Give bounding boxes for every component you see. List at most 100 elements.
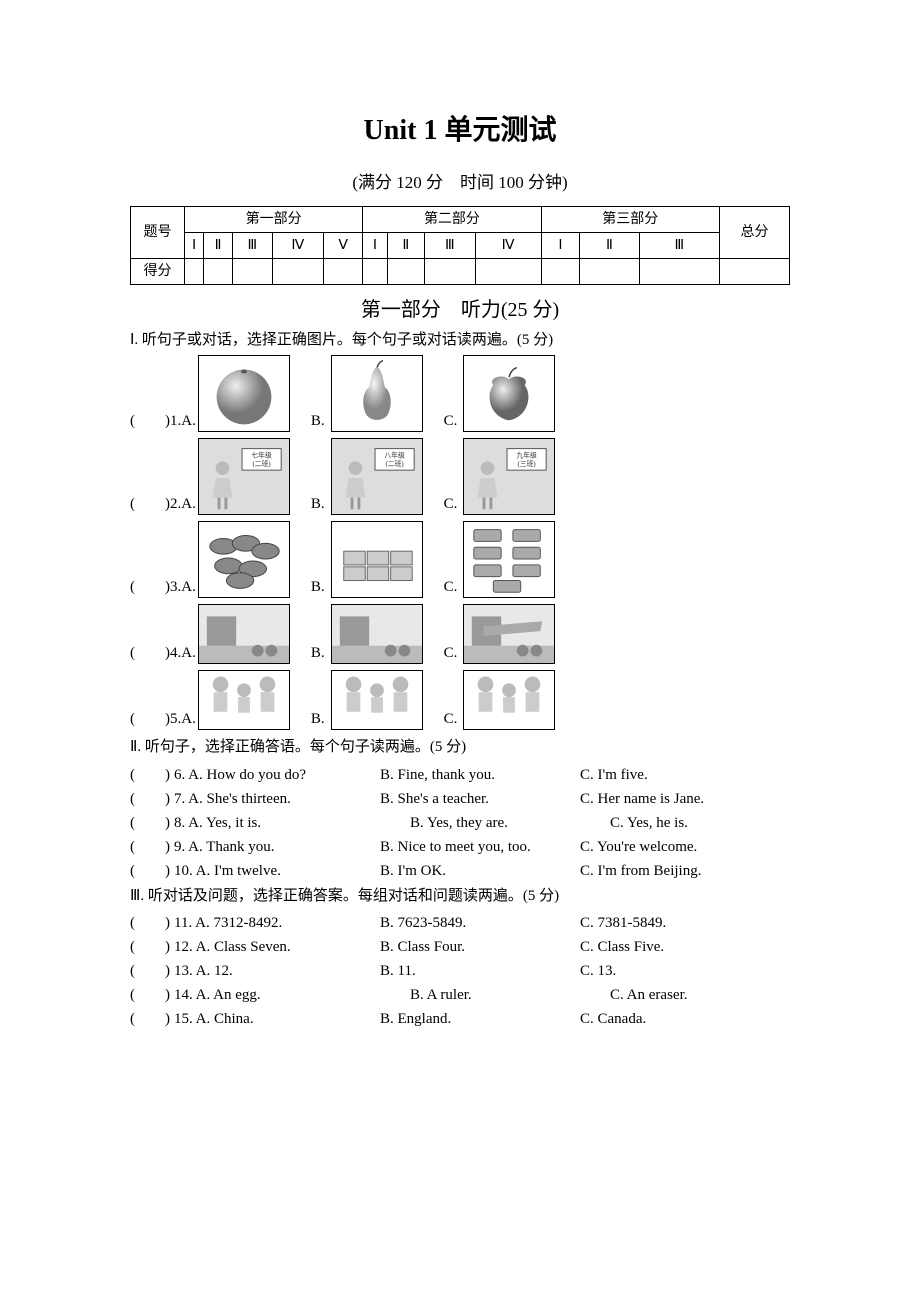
answer-blank[interactable]: ( ) [130,493,170,516]
label-C: C. [429,708,458,731]
label-B: B. [296,493,325,516]
answer-blank[interactable]: ( ) [130,787,174,811]
cell-part1: 第一部分 [185,206,363,232]
answer-blank[interactable]: ( ) [130,935,174,959]
score-blank[interactable] [541,258,580,284]
question-line: ( )9. A. Thank you.B. Nice to meet you, … [130,835,790,859]
option-B: B. I'm OK. [380,859,580,883]
question-line: ( )6. A. How do you do?B. Fine, thank yo… [130,763,790,787]
question-line: ( )8. A. Yes, it is. B. Yes, they are. C… [130,811,790,835]
score-blank[interactable] [720,258,790,284]
score-blank[interactable] [204,258,233,284]
section2-heading: Ⅱ. 听句子，选择正确答语。每个句子读两遍。(5 分) [130,736,790,759]
cell-p2-2: Ⅱ [387,232,424,258]
answer-blank[interactable]: ( ) [130,1007,174,1031]
question-line: ( )7. A. She's thirteen.B. She's a teach… [130,787,790,811]
svg-text:(二班): (二班) [385,459,403,468]
option-B: B. 11. [380,959,580,983]
cell-p1-2: Ⅱ [204,232,233,258]
option-A: 11. A. 7312-8492. [174,911,380,935]
score-blank[interactable] [639,258,719,284]
option-B: B. Fine, thank you. [380,763,580,787]
cell-p2-3: Ⅲ [425,232,475,258]
option-A: 15. A. China. [174,1007,380,1031]
school-scene-icon [198,604,290,664]
option-A: 14. A. An egg. [174,983,380,1007]
cars-pile-icon [198,521,290,598]
question-line: ( )12. A. Class Seven.B. Class Four.C. C… [130,935,790,959]
score-blank[interactable] [475,258,541,284]
pear-fruit-icon [331,355,423,432]
option-B: B. Yes, they are. [380,811,580,835]
cell-p1-5: Ⅴ [324,232,363,258]
street-scene-icon [331,604,423,664]
answer-blank[interactable]: ( ) [130,410,170,433]
label-C: C. [429,493,458,516]
question-line: ( )13. A. 12.B. 11.C. 13. [130,959,790,983]
label-B: B. [296,708,325,731]
answer-blank[interactable]: ( ) [130,708,170,731]
score-blank[interactable] [185,258,204,284]
image-question-row: ( )1.A. B. C. [130,355,790,432]
answer-blank[interactable]: ( ) [130,859,174,883]
label-B: B. [296,642,325,665]
score-blank[interactable] [387,258,424,284]
option-B: B. Nice to meet you, too. [380,835,580,859]
answer-blank[interactable]: ( ) [130,811,174,835]
cell-p1-1: Ⅰ [185,232,204,258]
cell-p3-1: Ⅰ [541,232,580,258]
grade9-class3-icon: 九年级(三班) [463,438,555,515]
answer-blank[interactable]: ( ) [130,642,170,665]
cell-label-row1: 题号 [131,206,185,258]
option-B: B. A ruler. [380,983,580,1007]
q-number: 3.A. [170,576,196,599]
part-title: 第一部分 听力(25 分) [130,295,790,325]
q-number: 5.A. [170,708,196,731]
option-A: 7. A. She's thirteen. [174,787,380,811]
question-line: ( )11. A. 7312-8492.B. 7623-5849.C. 7381… [130,911,790,935]
cell-part2: 第二部分 [363,206,541,232]
option-C: C. I'm from Beijing. [580,859,790,883]
family-three-b-icon [331,670,423,730]
score-blank[interactable] [425,258,475,284]
option-C: C. Canada. [580,1007,790,1031]
answer-blank[interactable]: ( ) [130,911,174,935]
image-question-row: ( )3.A. B. C. [130,521,790,598]
answer-blank[interactable]: ( ) [130,576,170,599]
image-question-row: ( )5.A. B. C. [130,670,790,730]
score-table: 题号 第一部分 第二部分 第三部分 总分 Ⅰ Ⅱ Ⅲ Ⅳ Ⅴ Ⅰ Ⅱ Ⅲ Ⅳ Ⅰ… [130,206,790,285]
airplane-scene-icon [463,604,555,664]
answer-blank[interactable]: ( ) [130,959,174,983]
score-blank[interactable] [363,258,387,284]
score-blank[interactable] [233,258,272,284]
question-line: ( )14. A. An egg. B. A ruler. C. An eras… [130,983,790,1007]
answer-blank[interactable]: ( ) [130,763,174,787]
question-line: ( )15. A. China.B. England.C. Canada. [130,1007,790,1031]
label-C: C. [429,576,458,599]
buses-group-icon [463,521,555,598]
score-blank[interactable] [580,258,639,284]
label-C: C. [429,410,458,433]
option-C: C. 7381-5849. [580,911,790,935]
cell-total: 总分 [720,206,790,258]
score-blank[interactable] [272,258,323,284]
image-question-row: ( )4.A. B. C. [130,604,790,664]
q-number: 4.A. [170,642,196,665]
svg-text:(三班): (三班) [518,459,536,468]
option-A: 12. A. Class Seven. [174,935,380,959]
option-C: C. You're welcome. [580,835,790,859]
cell-p3-3: Ⅲ [639,232,719,258]
cell-part3: 第三部分 [541,206,719,232]
cell-label-row3: 得分 [131,258,185,284]
score-blank[interactable] [324,258,363,284]
books-stack-icon [331,521,423,598]
option-B: B. England. [380,1007,580,1031]
option-A: 6. A. How do you do? [174,763,380,787]
cell-p1-3: Ⅲ [233,232,272,258]
grade8-class2-icon: 八年级(二班) [331,438,423,515]
option-C: C. I'm five. [580,763,790,787]
orange-fruit-icon [198,355,290,432]
answer-blank[interactable]: ( ) [130,835,174,859]
page-title: Unit 1 单元测试 [130,110,790,152]
answer-blank[interactable]: ( ) [130,983,174,1007]
